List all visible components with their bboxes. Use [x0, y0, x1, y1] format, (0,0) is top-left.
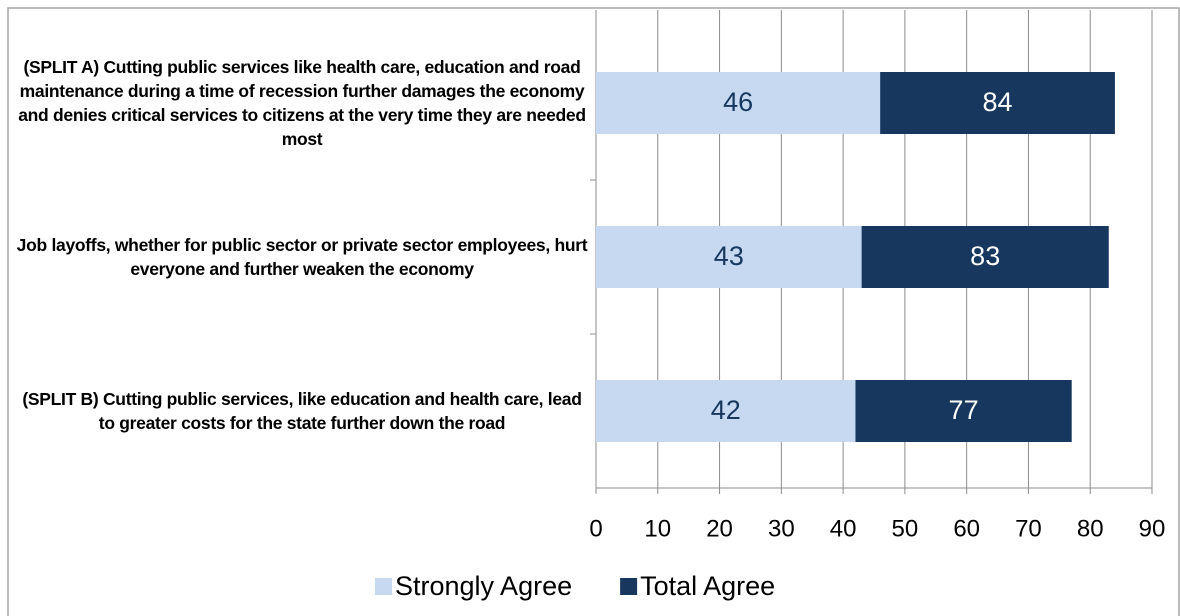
legend-swatch [375, 578, 392, 595]
x-tick-label: 80 [1077, 515, 1104, 542]
data-label: 83 [970, 241, 1000, 271]
data-label: 77 [949, 395, 979, 425]
x-tick-label: 50 [892, 515, 919, 542]
x-tick-label: 10 [644, 515, 671, 542]
chart-border [7, 7, 1180, 616]
data-label: 42 [711, 395, 741, 425]
data-label: 43 [714, 241, 744, 271]
y-tick-label: (SPLIT B) Cutting public services, like … [22, 389, 582, 433]
x-tick-label: 20 [706, 515, 733, 542]
bar [596, 380, 856, 442]
legend-swatch [620, 578, 638, 595]
x-tick-label: 30 [768, 515, 795, 542]
y-tick-label: (SPLIT A) Cutting public services like h… [18, 57, 586, 149]
x-tick-label: 0 [589, 515, 602, 542]
x-tick-label: 70 [1015, 515, 1042, 542]
bar [596, 72, 881, 134]
legend-label: Total Agree [640, 571, 775, 601]
y-tick-label: Job layoffs, whether for public sector o… [16, 235, 588, 279]
x-tick-label: 60 [953, 515, 980, 542]
data-label: 84 [983, 87, 1013, 117]
x-tick-label: 90 [1139, 515, 1166, 542]
x-tick-label: 40 [830, 515, 857, 542]
data-label: 46 [723, 87, 753, 117]
bar [596, 226, 862, 288]
legend-label: Strongly Agree [395, 571, 572, 601]
